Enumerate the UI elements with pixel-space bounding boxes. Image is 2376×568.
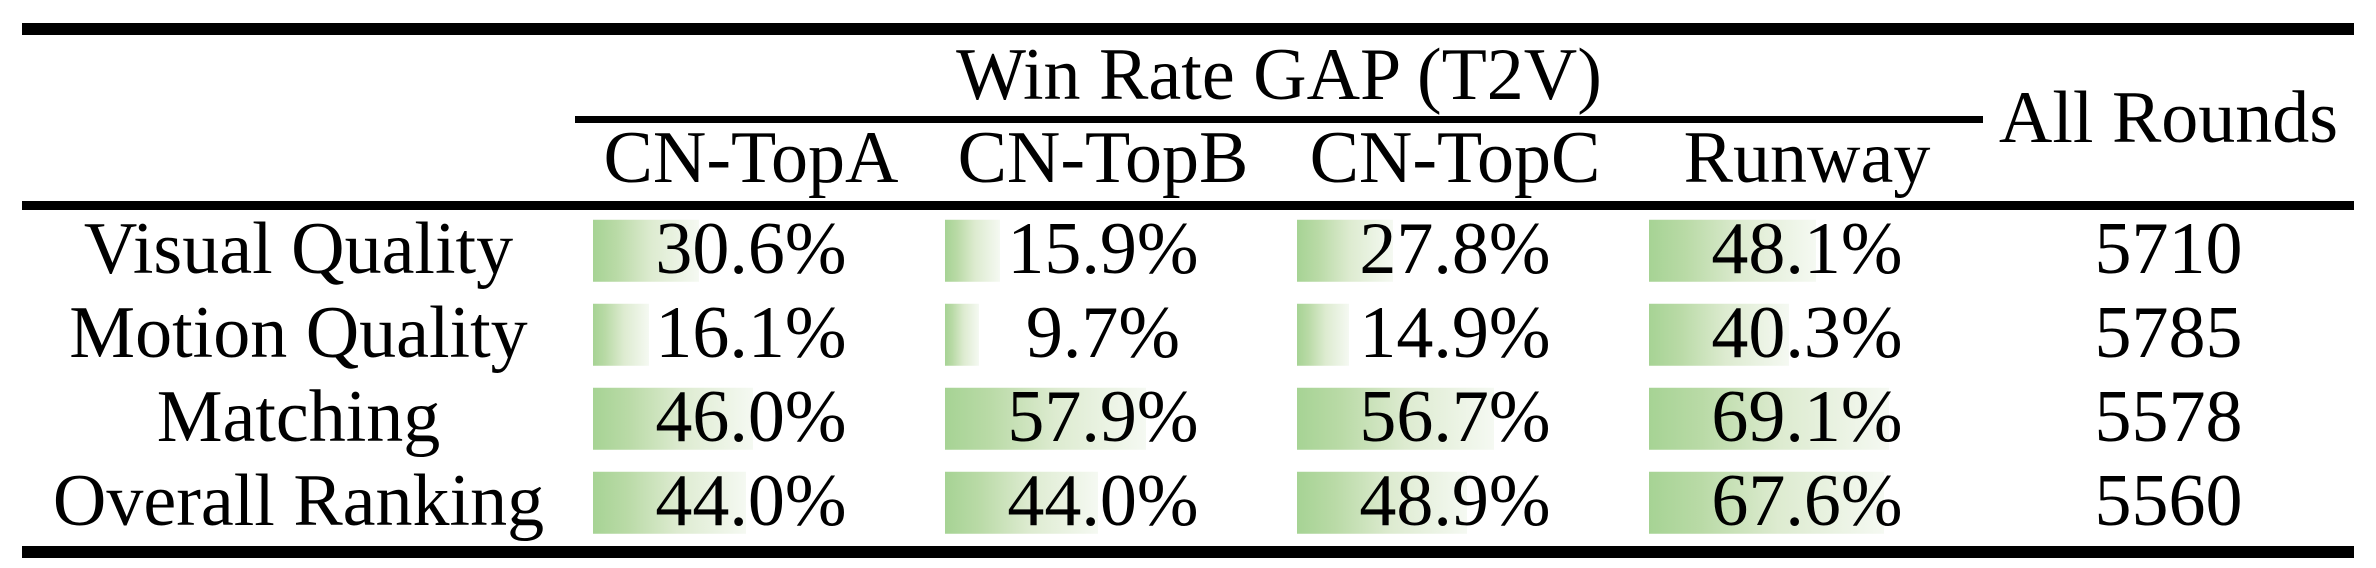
cell-value: 9.7%	[1025, 292, 1181, 374]
column-header-cn-topa: CN-TopA	[603, 117, 899, 199]
data-bar	[945, 387, 1146, 450]
column-header-all-rounds: All Rounds	[1998, 77, 2339, 159]
row-label-motion-quality: Motion Quality	[69, 292, 528, 374]
table-cell: 40.3%	[1631, 294, 1983, 378]
all-rounds-value: 5710	[2094, 208, 2243, 290]
data-bar	[1297, 303, 1349, 366]
data-bar	[945, 219, 1001, 282]
table-cell: 27.8%	[1279, 210, 1631, 294]
data-bar	[593, 387, 753, 450]
table-cell: 9.7%	[927, 294, 1279, 378]
table-cell: 46.0%	[575, 378, 927, 462]
table-cell: 67.6%	[1631, 462, 1983, 546]
cell-value: 15.9%	[1007, 208, 1199, 290]
table-cell: 14.9%	[1279, 294, 1631, 378]
mid-rule	[22, 201, 2354, 210]
table-cell: 44.0%	[575, 462, 927, 546]
table-header: Win Rate GAP (T2V) CN-TopA CN-TopB CN-To…	[22, 35, 2354, 201]
data-bar	[1649, 387, 1889, 450]
cell-value: 56.7%	[1359, 376, 1551, 458]
column-header-cn-topc: CN-TopC	[1309, 117, 1601, 199]
data-bar	[593, 303, 649, 366]
cell-value: 69.1%	[1711, 376, 1903, 458]
all-rounds-value: 5578	[2094, 376, 2243, 458]
cell-value: 16.1%	[655, 292, 847, 374]
cmid-rule	[575, 116, 1983, 123]
bottom-rule	[22, 546, 2354, 558]
table-body: Visual Quality 30.6% 15.9% 27.8% 48.1% 5…	[22, 210, 2354, 546]
table-cell: 44.0%	[927, 462, 1279, 546]
cell-value: 27.8%	[1359, 208, 1551, 290]
cell-value: 40.3%	[1711, 292, 1903, 374]
table-cell: 15.9%	[927, 210, 1279, 294]
cell-value: 44.0%	[1007, 460, 1199, 542]
row-label-matching: Matching	[156, 376, 441, 458]
cell-value: 44.0%	[655, 460, 847, 542]
cell-value: 67.6%	[1711, 460, 1903, 542]
data-bar	[593, 471, 746, 534]
cell-value: 48.1%	[1711, 208, 1903, 290]
table-title: Win Rate GAP (T2V)	[956, 34, 1602, 116]
all-rounds-value: 5560	[2094, 460, 2243, 542]
column-header-cn-topb: CN-TopB	[957, 117, 1249, 199]
data-bar	[1649, 471, 1884, 534]
all-rounds-value: 5785	[2094, 292, 2243, 374]
data-bar	[945, 471, 1098, 534]
data-bar	[945, 303, 979, 366]
table-cell: 56.7%	[1279, 378, 1631, 462]
data-bar	[1297, 219, 1394, 282]
row-label-overall-ranking: Overall Ranking	[52, 460, 545, 542]
data-bar	[593, 219, 700, 282]
table-cell: 48.9%	[1279, 462, 1631, 546]
table-cell: 48.1%	[1631, 210, 1983, 294]
cell-value: 46.0%	[655, 376, 847, 458]
table-cell: 57.9%	[927, 378, 1279, 462]
column-header-runway: Runway	[1683, 117, 1931, 199]
table-cell: 30.6%	[575, 210, 927, 294]
cell-value: 48.9%	[1359, 460, 1551, 542]
cell-value: 57.9%	[1007, 376, 1199, 458]
top-rule	[22, 23, 2354, 35]
data-bar	[1649, 303, 1789, 366]
cell-value: 14.9%	[1359, 292, 1551, 374]
table-cell: 69.1%	[1631, 378, 1983, 462]
data-bar	[1297, 471, 1467, 534]
table: Win Rate GAP (T2V) CN-TopA CN-TopB CN-To…	[22, 23, 2354, 558]
row-label-visual-quality: Visual Quality	[83, 208, 514, 290]
data-bar	[1297, 387, 1494, 450]
cell-value: 30.6%	[655, 208, 847, 290]
data-bar	[1649, 219, 1816, 282]
table-cell: 16.1%	[575, 294, 927, 378]
